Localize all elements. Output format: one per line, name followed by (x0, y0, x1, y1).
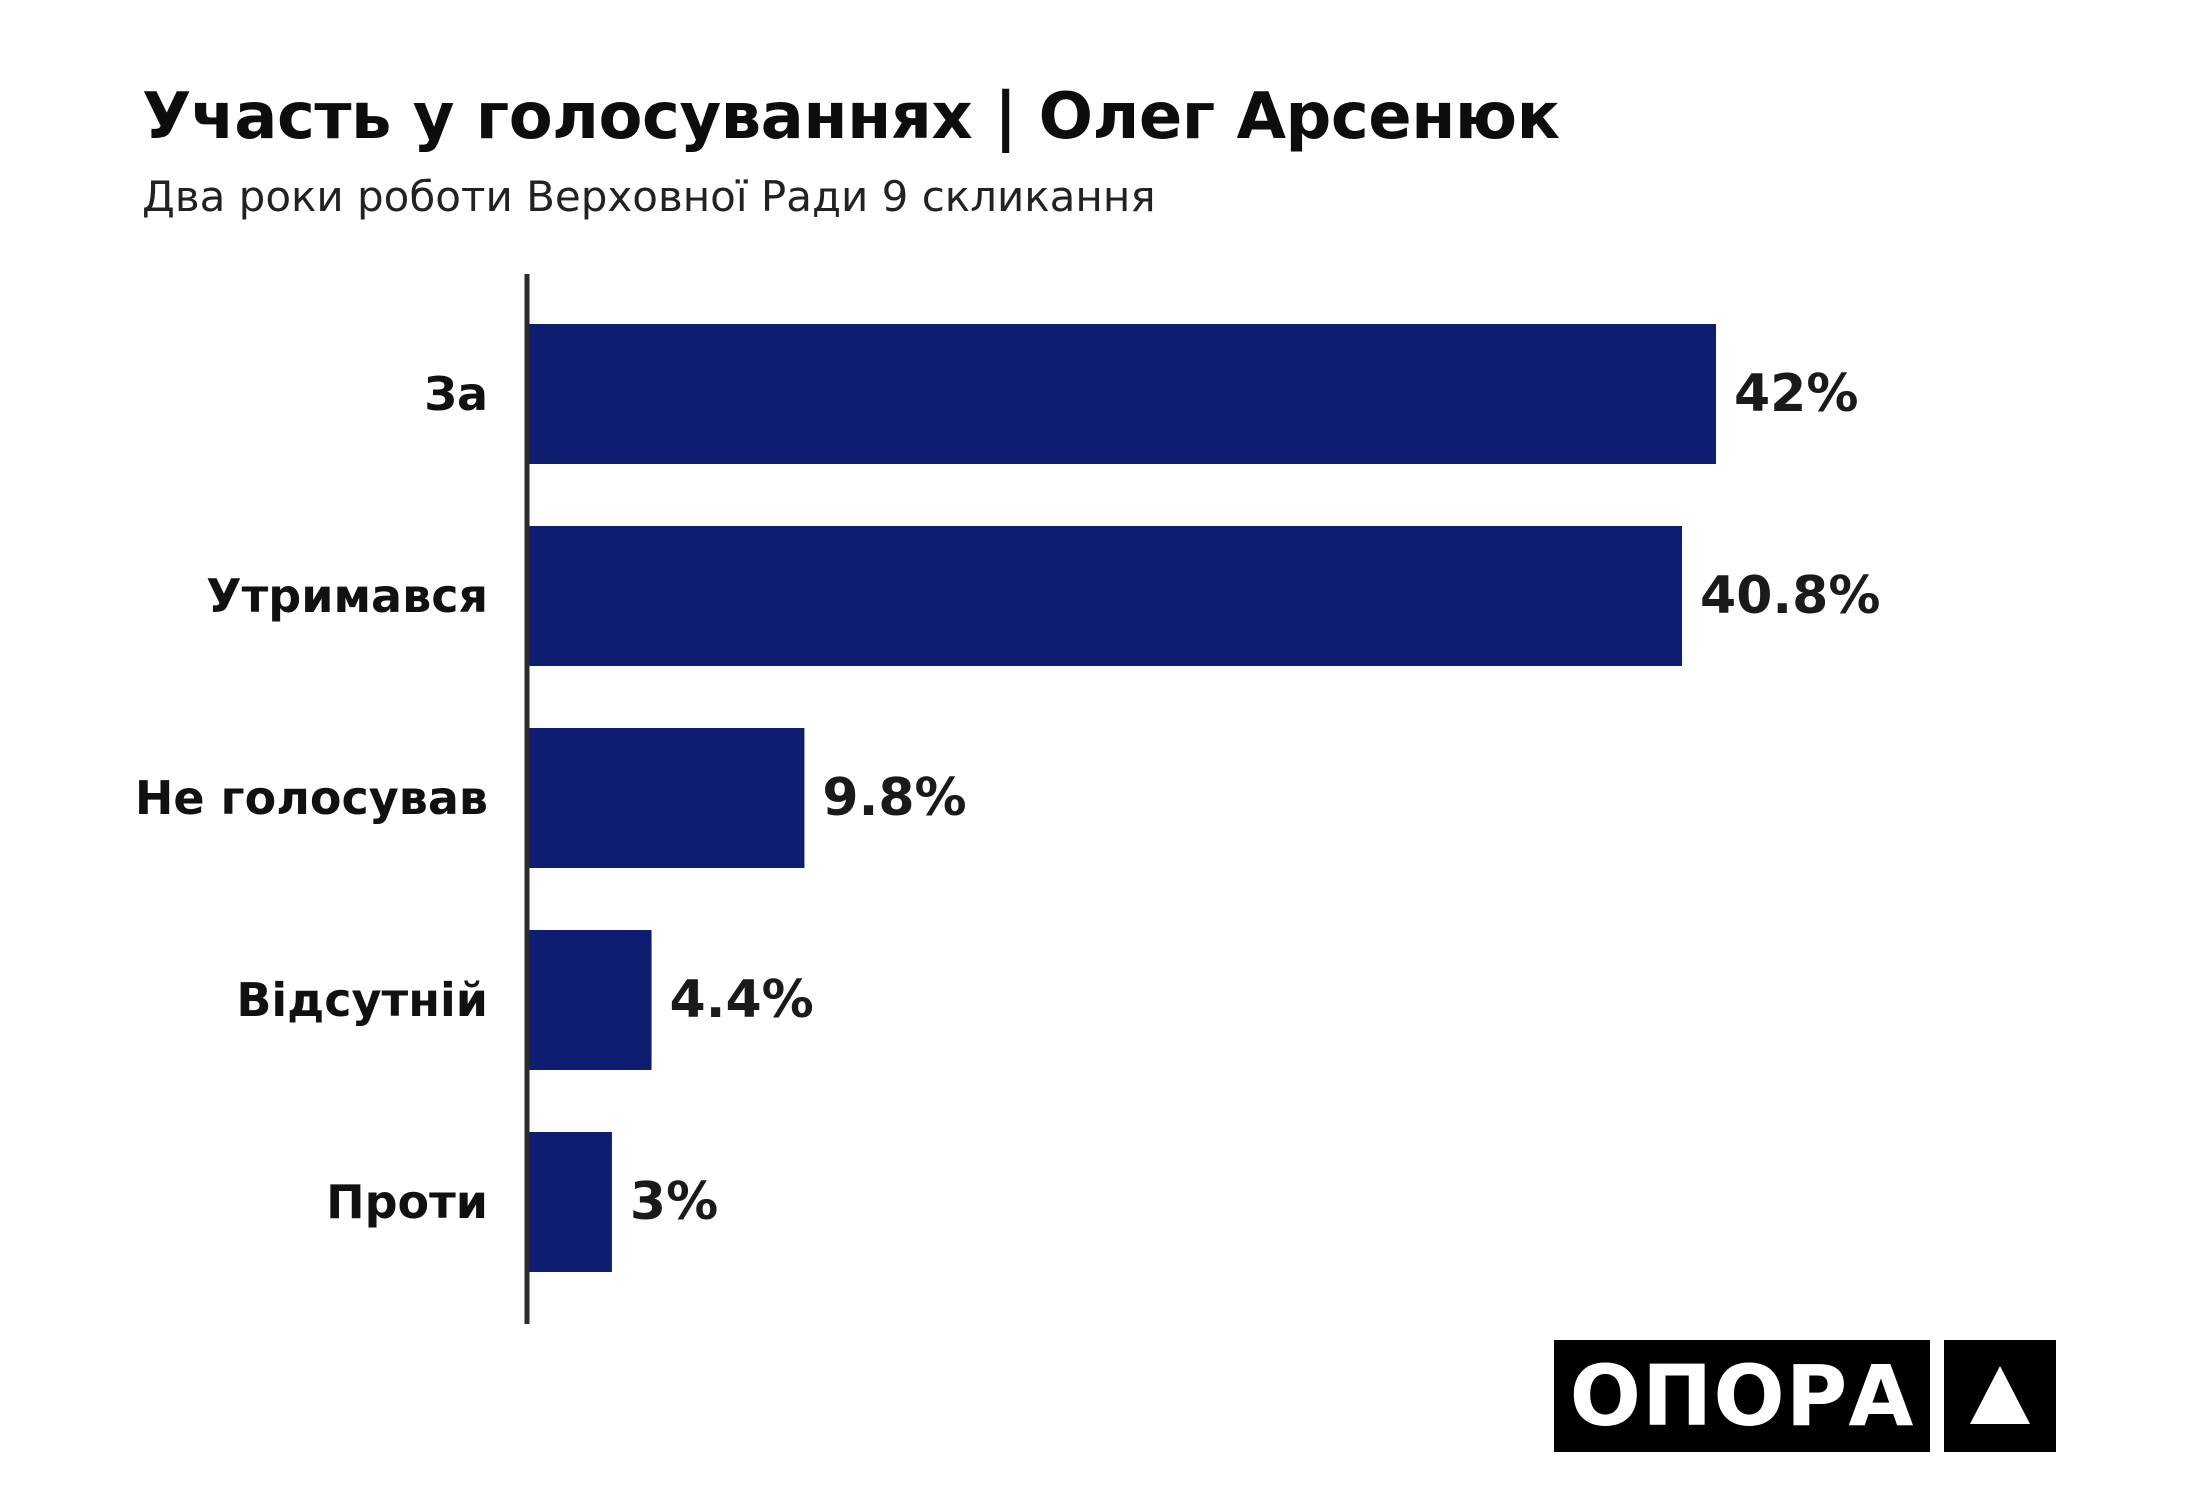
chart-title: Участь у голосуваннях | Олег Арсенюк (142, 80, 1560, 154)
value-label: 3% (630, 1172, 718, 1232)
category-label: Відсутній (236, 973, 488, 1027)
category-label: Не голосував (135, 771, 488, 825)
value-label: 9.8% (822, 768, 966, 828)
bars-group: За 42% Утримався 40.8% Не голосував 9.8% Відсу… (135, 324, 1880, 1272)
bar-5 (527, 1132, 612, 1272)
bar-3 (527, 728, 805, 868)
bar-4 (527, 930, 652, 1070)
chart-subtitle: Два роки роботи Верховної Ради 9 скликан… (142, 172, 1156, 221)
category-label: Проти (326, 1175, 488, 1229)
category-label: Утримався (206, 569, 488, 623)
opora-logo: ОПОРА (1554, 1340, 2056, 1452)
category-label: За (424, 367, 488, 421)
bar-1 (527, 324, 1716, 464)
logo-wordmark: ОПОРА (1554, 1340, 1930, 1452)
bar-2 (527, 526, 1683, 666)
triangle-icon (1944, 1340, 2056, 1452)
value-label: 4.4% (670, 970, 814, 1030)
value-label: 42% (1734, 364, 1858, 424)
value-label: 40.8% (1700, 566, 1880, 626)
